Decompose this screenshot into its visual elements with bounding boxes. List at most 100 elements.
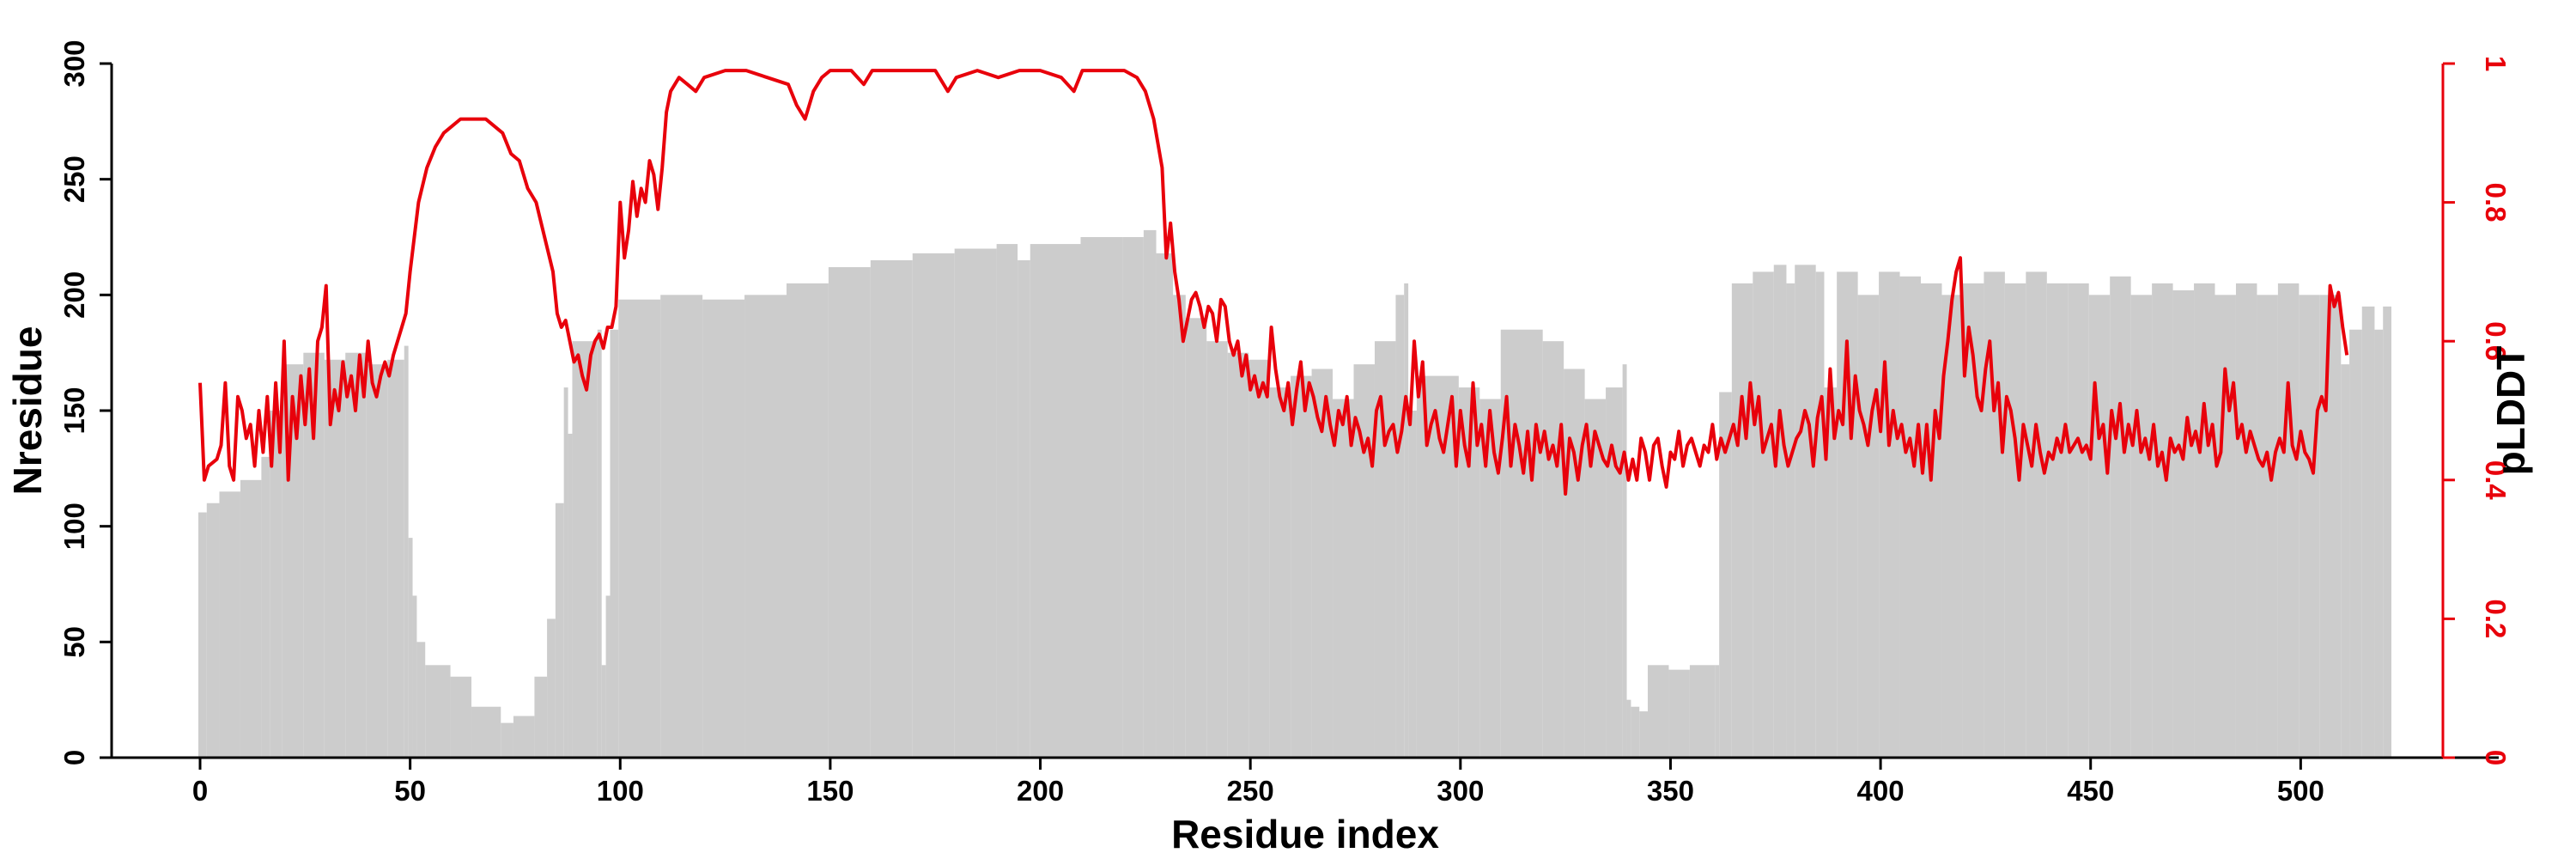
x-tick-label: 100 bbox=[597, 775, 644, 807]
bar bbox=[870, 259, 913, 758]
y-left-tick-label: 0 bbox=[58, 750, 90, 765]
x-axis-title: Residue index bbox=[1171, 812, 1439, 856]
bar bbox=[572, 341, 598, 758]
bar bbox=[2046, 283, 2069, 758]
bar bbox=[2383, 306, 2391, 758]
bar bbox=[1185, 318, 1207, 758]
bar bbox=[610, 329, 619, 758]
bar bbox=[1984, 271, 2005, 758]
bar bbox=[1824, 387, 1838, 758]
bar bbox=[2194, 283, 2215, 758]
bar bbox=[270, 411, 283, 758]
bar bbox=[1291, 375, 1312, 758]
bar bbox=[660, 295, 703, 758]
bar bbox=[2152, 283, 2173, 758]
y-right-tick-label: 1 bbox=[2480, 56, 2512, 71]
bar bbox=[324, 359, 346, 758]
x-tick-label: 250 bbox=[1227, 775, 1274, 807]
bar bbox=[1773, 265, 1787, 758]
bar bbox=[912, 253, 955, 758]
y-left-axis-title: Nresidue bbox=[5, 326, 50, 496]
bar bbox=[2299, 295, 2320, 758]
bar bbox=[618, 299, 661, 758]
bar bbox=[1668, 669, 1690, 758]
bar bbox=[1639, 711, 1648, 758]
bar bbox=[1857, 295, 1880, 758]
bar bbox=[1647, 665, 1669, 758]
bar bbox=[1018, 259, 1030, 758]
x-tick-label: 450 bbox=[2067, 775, 2114, 807]
bar bbox=[2215, 295, 2236, 758]
bar bbox=[1626, 699, 1631, 758]
bar bbox=[2374, 329, 2384, 758]
y-right-tick-label: 0.8 bbox=[2480, 183, 2512, 222]
x-tick-label: 150 bbox=[806, 775, 854, 807]
bar bbox=[2349, 329, 2362, 758]
bar bbox=[2110, 276, 2131, 758]
bar bbox=[206, 503, 220, 758]
bar bbox=[1143, 229, 1157, 758]
bar bbox=[1689, 665, 1716, 758]
bar bbox=[2319, 295, 2342, 758]
bar bbox=[2004, 283, 2026, 758]
bar bbox=[412, 595, 417, 758]
bar bbox=[2235, 283, 2257, 758]
bar bbox=[1173, 295, 1186, 758]
bar bbox=[1156, 253, 1174, 758]
bar bbox=[605, 595, 611, 758]
bar bbox=[219, 491, 240, 758]
y-right-tick-label: 0.4 bbox=[2480, 460, 2512, 501]
bar bbox=[996, 244, 1018, 758]
bar bbox=[2172, 289, 2195, 758]
bar bbox=[1921, 283, 1942, 758]
bar bbox=[1564, 369, 1585, 758]
bar bbox=[534, 676, 548, 758]
bar bbox=[345, 352, 367, 758]
x-tick-label: 200 bbox=[1017, 775, 1064, 807]
bar bbox=[2088, 295, 2111, 758]
bar bbox=[1416, 375, 1459, 758]
bar bbox=[601, 665, 606, 758]
bar bbox=[387, 359, 404, 758]
bar bbox=[408, 538, 413, 758]
y-right-tick-label: 0.2 bbox=[2480, 599, 2512, 638]
x-tick-label: 50 bbox=[394, 775, 426, 807]
bar bbox=[1542, 341, 1564, 758]
bar bbox=[1879, 271, 1900, 758]
bar bbox=[2257, 295, 2278, 758]
bar bbox=[786, 283, 829, 758]
bar bbox=[1030, 244, 1081, 758]
bar bbox=[1631, 706, 1640, 758]
bar bbox=[555, 503, 564, 758]
bar bbox=[1815, 271, 1825, 758]
y-right-axis-title: pLDDT bbox=[2488, 346, 2533, 476]
bar bbox=[828, 267, 871, 758]
y-left-tick-label: 300 bbox=[58, 40, 90, 87]
bar bbox=[404, 345, 409, 758]
bar bbox=[1227, 352, 1249, 758]
y-left-ticks: 0 50 100 150 200 250 300 bbox=[58, 40, 112, 765]
bar bbox=[1719, 392, 1732, 758]
plddt-line bbox=[198, 69, 2349, 496]
x-ticks: 0 50 100 150 200 250 300 350 400 450 500 bbox=[192, 758, 2324, 807]
x-tick-label: 350 bbox=[1647, 775, 1694, 807]
y-right-tick-label: 0.6 bbox=[2480, 321, 2512, 361]
bar bbox=[240, 479, 262, 758]
bar bbox=[1899, 276, 1922, 758]
bar bbox=[1333, 399, 1354, 758]
x-tick-label: 500 bbox=[2277, 775, 2324, 807]
bar bbox=[416, 642, 426, 758]
bar bbox=[702, 299, 745, 758]
bar bbox=[563, 387, 568, 758]
bar bbox=[568, 433, 573, 758]
bar bbox=[1731, 283, 1753, 758]
y-left-tick-label: 150 bbox=[58, 387, 90, 434]
bar bbox=[366, 364, 388, 758]
bar bbox=[1311, 369, 1334, 758]
bar bbox=[425, 665, 451, 758]
bar bbox=[1715, 665, 1720, 758]
nresidue-bars bbox=[198, 229, 2391, 758]
bar bbox=[1206, 341, 1228, 758]
bar bbox=[2341, 364, 2350, 758]
